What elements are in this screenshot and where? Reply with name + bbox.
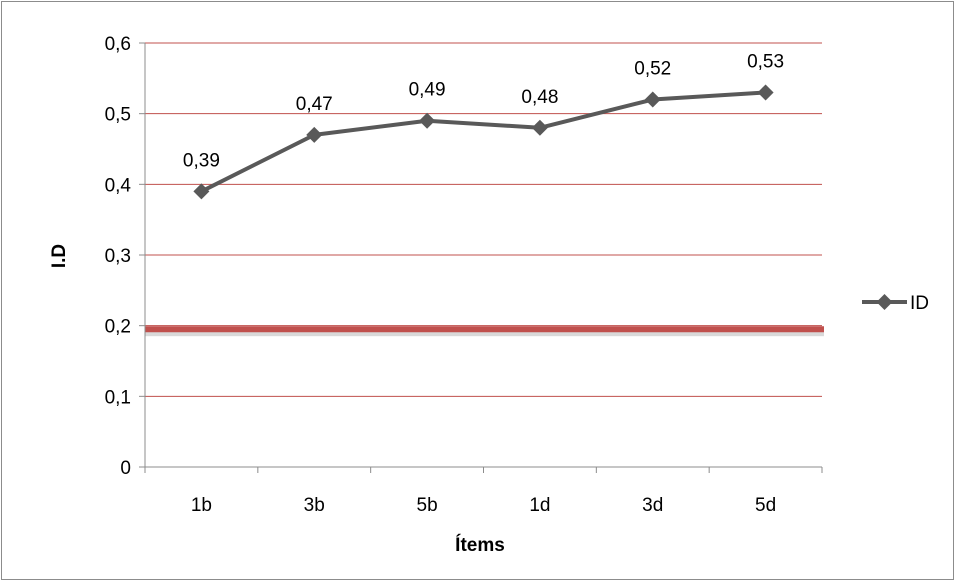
gridlines: [145, 42, 822, 397]
x-tick-label: 1b: [191, 495, 212, 516]
data-point-marker: [644, 91, 661, 108]
x-tick-label: 3d: [642, 495, 663, 516]
x-tick-label: 5d: [755, 495, 776, 516]
y-tick-label: 0,3: [105, 246, 131, 267]
reference-line-shadow: [145, 331, 824, 337]
data-label: 0,39: [183, 150, 220, 171]
y-tick-label: 0,1: [105, 387, 131, 408]
data-point-marker: [306, 126, 323, 143]
series-layer: [193, 84, 774, 200]
x-tick-labels: 1b 3b 5b 1d 3d 5d: [191, 495, 776, 516]
y-tick-label: 0,2: [105, 317, 131, 338]
y-tick-labels: 0 0,1 0,2 0,3 0,4 0,5 0,6: [105, 34, 132, 479]
x-tick-label: 1d: [529, 495, 550, 516]
data-labels: 0,39 0,47 0,49 0,48 0,52 0,53: [183, 51, 784, 171]
legend: ID: [862, 293, 929, 314]
y-tick-label: 0,6: [105, 34, 131, 55]
x-tick-label: 5b: [417, 495, 438, 516]
x-tick-label: 3b: [304, 495, 325, 516]
legend-marker: [876, 294, 893, 310]
x-axis-title: Ítems: [455, 534, 505, 556]
series-line-id: [200, 90, 766, 194]
data-label: 0,47: [296, 94, 333, 115]
data-point-marker: [757, 84, 774, 101]
data-label: 0,49: [409, 80, 446, 101]
legend-label-id: ID: [910, 293, 929, 314]
y-tick-label: 0,5: [105, 105, 131, 126]
data-label: 0,53: [747, 51, 784, 72]
y-tick-label: 0,4: [105, 175, 132, 196]
data-label: 0,52: [634, 59, 671, 80]
data-label: 0,48: [521, 87, 558, 108]
reference-line-layer: [145, 326, 824, 337]
data-point-marker: [531, 119, 548, 136]
y-tick-label: 0: [120, 458, 131, 479]
axes: [139, 42, 823, 473]
data-point-marker: [193, 183, 210, 200]
y-axis-title: I.D: [49, 244, 70, 268]
data-point-marker: [419, 112, 436, 129]
